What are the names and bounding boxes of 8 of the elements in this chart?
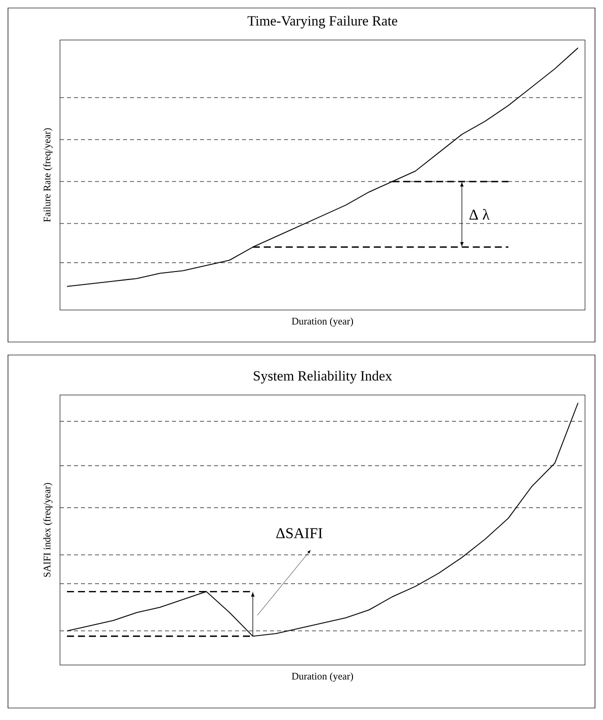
x-axis-title: Duration (year) <box>292 672 354 682</box>
chart-title: System Reliability Index <box>254 370 392 384</box>
y-axis-title: SAIFI index (freq/year) <box>43 482 52 577</box>
x-axis-title: Duration (year) <box>292 318 354 327</box>
annotation: Δ λ <box>469 209 490 220</box>
chart-title: Time-Varying Failure Rate <box>248 16 398 28</box>
annotation: ΔSAIFI <box>276 528 322 538</box>
y-axis-title: Failure Rate (freq/year) <box>43 128 52 222</box>
